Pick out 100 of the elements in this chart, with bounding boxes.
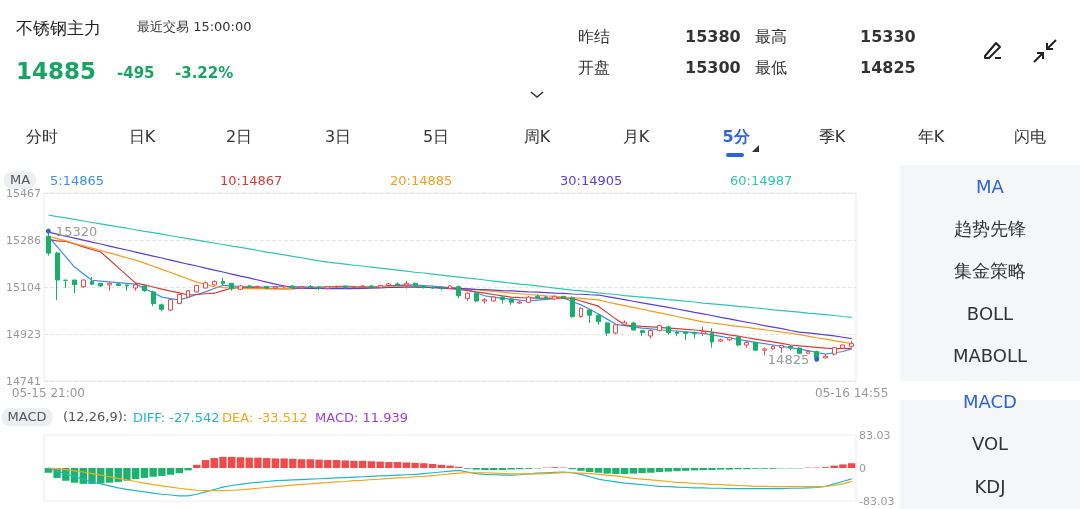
text: (12,26,9): xyxy=(63,409,128,425)
text: 20:14885 xyxy=(390,172,453,188)
candlestick xyxy=(151,290,156,307)
text: KDJ xyxy=(974,476,1006,498)
candlestick xyxy=(221,277,225,286)
y-tick-label: 14923 xyxy=(6,327,41,341)
candlestick xyxy=(744,340,749,349)
candlestick xyxy=(125,284,129,292)
candlestick xyxy=(622,319,627,327)
candlestick xyxy=(753,341,758,352)
candlestick xyxy=(692,331,697,340)
candlestick xyxy=(352,285,356,290)
candlestick xyxy=(55,251,60,301)
candlestick xyxy=(509,297,514,306)
candlestick xyxy=(282,284,287,289)
candlestick xyxy=(823,353,828,359)
candlestick xyxy=(779,344,784,354)
candlestick xyxy=(290,284,295,290)
text: 周K xyxy=(523,127,551,147)
candlestick xyxy=(474,292,479,303)
text: 趋势先锋 xyxy=(954,218,1026,240)
candlestick xyxy=(142,284,147,293)
candlestick xyxy=(517,300,522,305)
text: -495 xyxy=(117,64,155,82)
y-tick-label: -83.03 xyxy=(859,494,895,508)
candlestick xyxy=(552,294,557,301)
text: 集金策略 xyxy=(954,260,1026,282)
candlestick xyxy=(561,295,566,299)
candlestick xyxy=(430,285,435,290)
candlestick xyxy=(701,326,706,337)
candlestick xyxy=(168,298,173,312)
annotation: 15320 xyxy=(55,223,98,239)
text: 30:14905 xyxy=(560,172,623,188)
candlestick xyxy=(404,280,409,290)
candlestick xyxy=(570,295,575,319)
candlestick xyxy=(605,321,610,337)
candlestick xyxy=(631,321,636,332)
text: 分时 xyxy=(26,127,58,147)
candlestick xyxy=(72,279,77,294)
y-tick-label: 15467 xyxy=(6,186,41,200)
candlestick xyxy=(229,282,234,292)
text: 月K xyxy=(622,127,650,147)
bar xyxy=(332,460,341,468)
candlestick xyxy=(666,325,671,336)
candlestick xyxy=(544,295,548,301)
candlestick xyxy=(343,284,348,290)
candlestick xyxy=(727,336,732,342)
candlestick xyxy=(386,282,391,287)
candlestick xyxy=(378,284,383,289)
candlestick xyxy=(116,282,121,287)
candlestick xyxy=(788,344,793,351)
candlestick xyxy=(299,285,304,290)
candlestick xyxy=(212,279,217,286)
candlestick xyxy=(840,343,845,350)
candlestick xyxy=(247,284,252,289)
candlestick xyxy=(177,293,182,305)
candlestick xyxy=(186,289,190,299)
candlestick xyxy=(308,284,313,289)
candlestick xyxy=(90,276,94,286)
text: VOL xyxy=(971,433,1009,455)
candlestick xyxy=(98,282,103,288)
y-tick-label: 15286 xyxy=(6,233,41,247)
candlestick xyxy=(482,297,487,305)
candlestick xyxy=(255,284,260,290)
text: 最近交易 15:00:00 xyxy=(137,19,252,35)
text: 闪电 xyxy=(1014,127,1046,147)
candlestick xyxy=(710,327,714,349)
text: MA xyxy=(976,176,1004,198)
candlestick xyxy=(832,346,837,356)
text: 60:14987 xyxy=(730,172,793,188)
text: 最高 xyxy=(755,27,787,47)
candlestick xyxy=(133,282,138,292)
text: MACD xyxy=(963,391,1017,413)
text: DEA: -33.512 xyxy=(222,409,308,425)
text: 14885 xyxy=(16,58,97,86)
text: 15380 xyxy=(685,27,741,47)
candlestick xyxy=(718,338,723,343)
line-series xyxy=(47,214,853,318)
annotation: 14825 xyxy=(767,351,810,367)
candlestick xyxy=(159,303,164,312)
candlestick xyxy=(491,295,496,302)
text: 季K xyxy=(818,127,846,147)
text: 日K xyxy=(128,127,156,147)
text: 2日 xyxy=(225,127,253,147)
candlestick xyxy=(46,230,51,257)
candlestick xyxy=(334,284,339,289)
candlestick xyxy=(203,281,208,290)
text: 最低 xyxy=(755,58,787,78)
text: 5分 xyxy=(722,127,750,147)
text: 5日 xyxy=(422,127,450,147)
candlestick xyxy=(849,340,854,349)
candlestick xyxy=(526,295,531,304)
candlestick xyxy=(413,281,418,288)
text: 10:14867 xyxy=(220,172,283,188)
text: 15330 xyxy=(860,27,916,47)
text: 开盘 xyxy=(578,58,610,78)
candlestick xyxy=(395,281,400,287)
text: DIFF: -27.542 xyxy=(133,409,220,425)
candlestick xyxy=(771,344,775,351)
candlestick xyxy=(421,284,426,290)
